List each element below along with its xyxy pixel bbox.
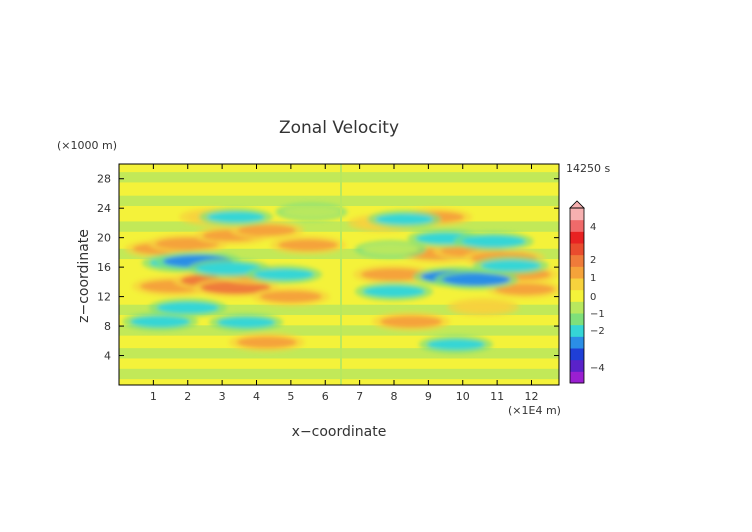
y-tick-label: 28	[97, 173, 111, 186]
colorbar-segment	[570, 348, 584, 361]
negative-velocity-feature	[130, 316, 191, 328]
colorbar-segment	[570, 219, 584, 232]
x-tick-label: 6	[322, 390, 329, 403]
x-tick-label: 8	[391, 390, 398, 403]
colorbar-segment	[570, 359, 584, 372]
x-ticks: 1 2 3 4 5 6 7 8 9 10 11 12	[150, 164, 539, 403]
positive-velocity-feature	[237, 224, 296, 236]
chart-title: Zonal Velocity	[279, 118, 399, 138]
y-tick-label: 12	[97, 291, 111, 304]
colorbar-segment	[570, 336, 584, 349]
background-band	[119, 304, 559, 316]
colorbar-label: 0	[590, 292, 596, 303]
negative-velocity-feature	[283, 206, 340, 218]
background-band	[119, 325, 559, 336]
plot-frame	[118, 163, 560, 386]
x-axis-label: x−coordinate	[292, 424, 387, 440]
background-band	[119, 172, 559, 183]
y-tick-label: 16	[97, 261, 111, 274]
negative-velocity-feature	[461, 235, 526, 248]
positive-velocity-feature	[361, 268, 427, 281]
negative-velocity-feature	[254, 268, 314, 281]
colorbar-segment	[570, 371, 584, 384]
colorbar-frame	[569, 207, 585, 384]
y-ticks: 4 8 12 16 20 24 28	[97, 173, 559, 363]
x-tick-label: 11	[490, 390, 504, 403]
background-band	[119, 195, 559, 206]
negative-velocity-feature	[375, 213, 434, 225]
colorbar-segment	[570, 243, 584, 256]
colorbar-segment	[570, 313, 584, 326]
colorbar: 4 2 1 0 −1 −2 −4	[569, 200, 605, 384]
background-band	[119, 368, 559, 380]
negative-velocity-feature	[426, 339, 485, 350]
background-band	[119, 248, 559, 260]
x-tick-label: 12	[525, 390, 539, 403]
positive-velocity-feature	[455, 301, 512, 313]
background-band	[119, 348, 559, 359]
colorbar-segment	[570, 301, 584, 314]
positive-velocity-feature	[494, 283, 555, 295]
background-band	[119, 221, 559, 232]
y-tick-label: 8	[104, 320, 111, 333]
negative-velocity-feature	[480, 260, 541, 272]
x-tick-label: 7	[356, 390, 363, 403]
negative-velocity-feature	[362, 244, 419, 255]
x-unit-label: (×1E4 m)	[508, 404, 561, 417]
positive-velocity-feature	[278, 239, 339, 251]
colorbar-label: −1	[590, 309, 605, 320]
y-tick-label: 24	[97, 202, 111, 215]
colorbar-label: −2	[590, 326, 605, 337]
colorbar-segment	[570, 254, 584, 267]
x-tick-label: 5	[287, 390, 294, 403]
colorbar-segment	[570, 266, 584, 279]
positive-velocity-feature	[259, 290, 322, 303]
positive-velocity-feature	[200, 281, 271, 295]
negative-velocity-feature	[363, 285, 425, 298]
plot-area	[118, 163, 560, 386]
x-tick-label: 9	[425, 390, 432, 403]
colorbar-label: 2	[590, 255, 596, 266]
negative-velocity-feature	[156, 301, 219, 314]
positive-velocity-feature	[236, 336, 297, 348]
colorbar-segment	[570, 324, 584, 337]
negative-velocity-feature	[217, 316, 276, 328]
y-unit-label: (×1000 m)	[57, 139, 117, 152]
x-tick-label: 10	[456, 390, 470, 403]
x-tick-label: 3	[219, 390, 226, 403]
colorbar-label: −4	[590, 363, 605, 374]
y-tick-label: 4	[104, 350, 111, 363]
x-tick-label: 2	[184, 390, 191, 403]
negative-velocity-feature	[442, 273, 511, 286]
negative-velocity-feature	[206, 211, 265, 223]
time-label: 14250 s	[566, 162, 610, 175]
colorbar-segment	[570, 208, 584, 221]
colorbar-segment	[570, 289, 584, 302]
colorbar-extend-arrow	[569, 200, 585, 209]
y-axis-label: z−coordinate	[76, 229, 92, 323]
colorbar-segment	[570, 278, 584, 291]
y-tick-label: 20	[97, 232, 111, 245]
negative-velocity-feature	[196, 262, 262, 275]
colorbar-label: 1	[590, 273, 596, 284]
x-tick-label: 4	[253, 390, 260, 403]
positive-velocity-feature	[380, 315, 443, 328]
x-tick-label: 1	[150, 390, 157, 403]
colorbar-label: 4	[590, 222, 596, 233]
colorbar-segment	[570, 231, 584, 244]
